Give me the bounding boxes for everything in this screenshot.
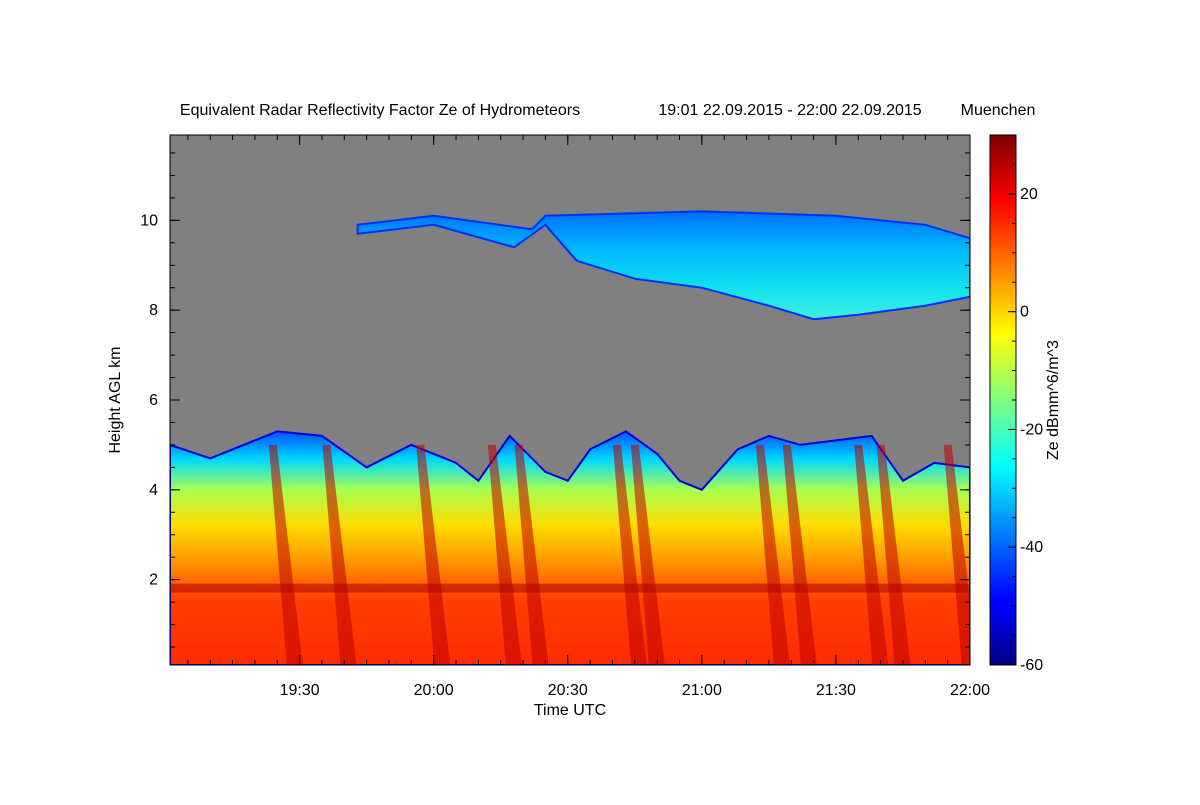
y-tick-label: 2: [149, 572, 158, 589]
fall-streak: [876, 444, 911, 665]
y-tick-label: 8: [149, 302, 158, 319]
axes: 19:30 20:00 20:30 21:00 21:30 22:00 2 4 6 8 10 -60 -…: [140, 134, 1043, 699]
fall-streak: [416, 444, 451, 665]
y-tick-label: 6: [149, 392, 158, 409]
chart-time-range: 19:01 22.09.2015 - 22:00 22.09.2015: [658, 102, 921, 119]
x-tick-label: 20:00: [414, 682, 454, 699]
fall-streak: [854, 444, 889, 665]
fall-streaks: [268, 444, 970, 665]
x-tick-label: 19:30: [280, 682, 320, 699]
fall-streak: [755, 444, 790, 665]
fall-streak: [612, 444, 647, 665]
colorbar-tick-label: -20: [1020, 421, 1043, 438]
upper-cloud-layer: [356, 210, 970, 321]
colorbar-label: Ze dBmm^6/m^3: [1045, 340, 1062, 460]
fall-streak: [514, 444, 549, 665]
fall-streak: [322, 444, 357, 665]
y-tick-label: 4: [149, 482, 158, 499]
chart-location: Muenchen: [961, 102, 1036, 119]
colorbar-tick-label: -60: [1020, 657, 1043, 674]
fall-streak: [268, 444, 303, 665]
fall-streak: [943, 444, 970, 665]
y-tick-label: 10: [140, 212, 158, 229]
colorbar-tick-label: 0: [1020, 304, 1029, 321]
x-tick-label: 21:30: [816, 682, 856, 699]
x-tick-label: 21:00: [682, 682, 722, 699]
x-axis-label: Time UTC: [534, 702, 606, 719]
chart-title: Equivalent Radar Reflectivity Factor Ze …: [180, 102, 580, 119]
colorbar: [989, 134, 1017, 666]
x-tick-label: 22:00: [950, 682, 990, 699]
melting-layer: [170, 583, 970, 593]
plot-area: [170, 135, 970, 665]
fall-streak: [782, 444, 817, 665]
x-tick-label: 20:30: [548, 682, 588, 699]
y-axis-label: Height AGL km: [107, 346, 124, 453]
plot-content: [170, 135, 970, 665]
colorbar-tick-label: 20: [1020, 186, 1038, 203]
colorbar-tick-label: -40: [1020, 539, 1043, 556]
fall-streak: [630, 444, 665, 665]
fall-streak: [487, 444, 522, 665]
